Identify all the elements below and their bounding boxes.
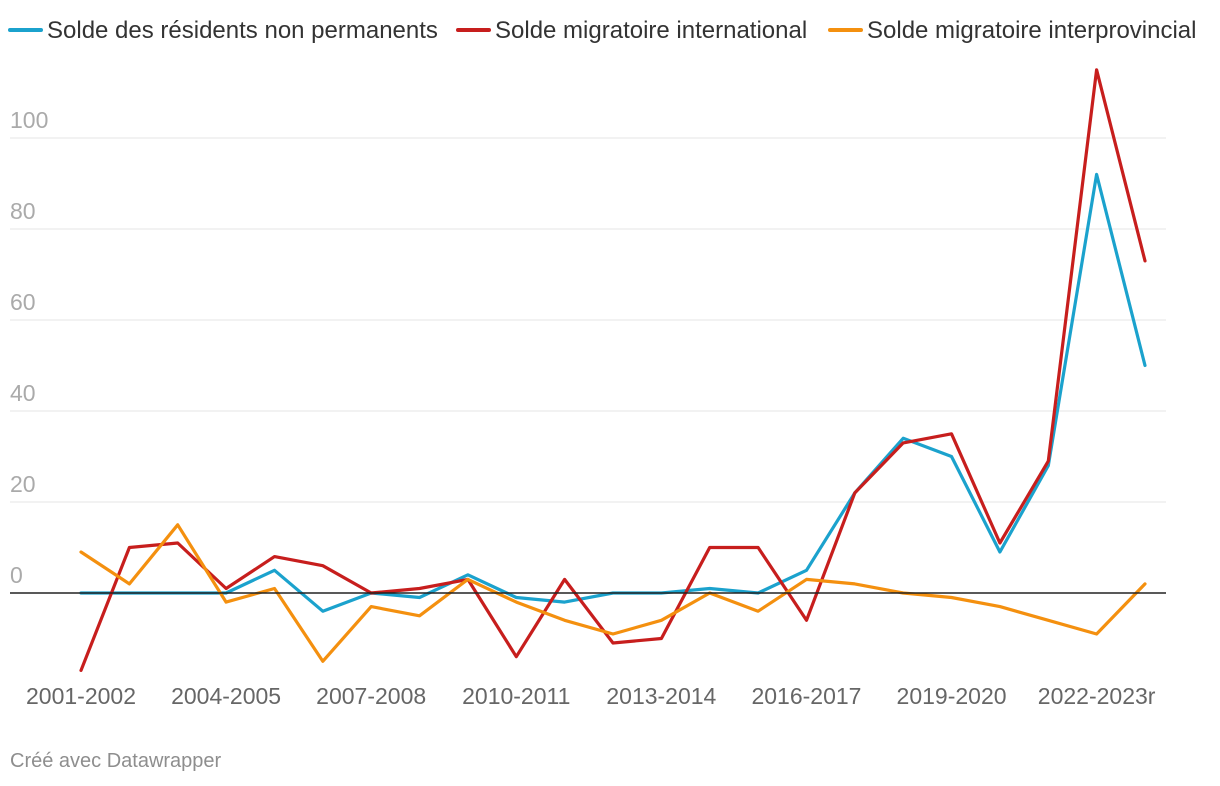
y-tick-label: 0	[10, 562, 23, 588]
series-line	[79, 68, 1147, 673]
x-tick-label: 2022-2023r	[1038, 683, 1156, 709]
series-lines	[10, 68, 1166, 673]
y-tick-label: 100	[10, 107, 48, 133]
chart-legend: Solde des résidents non permanents Solde …	[8, 17, 1196, 44]
y-axis-ticks: 0 20 40 60 80 100	[10, 107, 48, 588]
x-tick-label: 2013-2014	[606, 683, 716, 709]
y-tick-label: 60	[10, 289, 36, 315]
x-axis-ticks: 2001-2002 2004-2005 2007-2008 2010-2011 2013…	[26, 683, 1156, 709]
legend-label: Solde migratoire international	[495, 17, 807, 44]
y-gridlines	[10, 137, 1166, 503]
legend-label: Solde migratoire interprovincial	[867, 17, 1196, 44]
x-tick-label: 2004-2005	[171, 683, 281, 709]
series-line	[79, 172, 1147, 613]
x-tick-label: 2019-2020	[897, 683, 1007, 709]
x-tick-label: 2001-2002	[26, 683, 136, 709]
footer-credit: Créé avec Datawrapper	[10, 750, 222, 772]
y-tick-label: 20	[10, 471, 36, 497]
legend-label: Solde des résidents non permanents	[47, 17, 438, 44]
x-tick-label: 2007-2008	[316, 683, 426, 709]
y-tick-label: 80	[10, 198, 36, 224]
y-tick-label: 40	[10, 380, 36, 406]
x-tick-label: 2016-2017	[751, 683, 861, 709]
x-tick-label: 2010-2011	[462, 683, 570, 709]
